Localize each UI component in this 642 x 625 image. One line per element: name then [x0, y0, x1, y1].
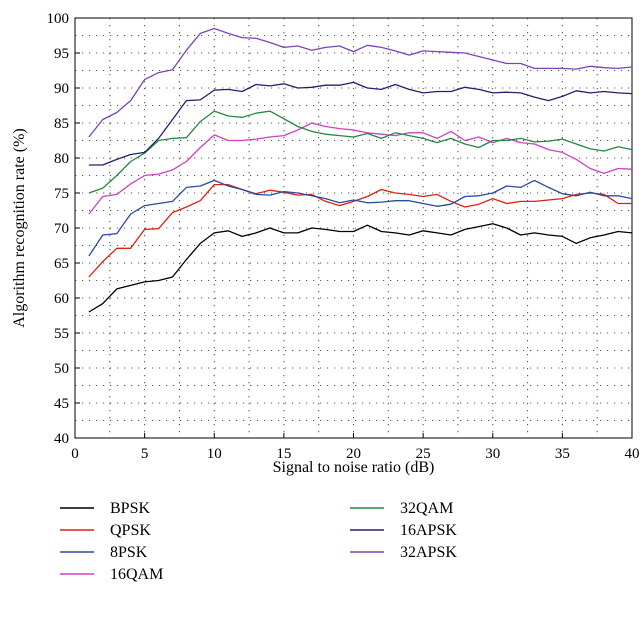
series-line-8psk	[88, 179, 633, 257]
series-line-16apsk	[88, 81, 633, 166]
y-axis-ticks: 40 45 50 55 60 65 70 75 80 85 90 95 100	[47, 11, 80, 447]
legend-label-8psk: 8PSK	[110, 544, 148, 561]
legend-label-bpsk: BPSK	[110, 500, 150, 517]
x-tick-label: 25	[416, 446, 431, 462]
y-tick-label: 70	[54, 221, 69, 237]
legend-label-16qam: 16QAM	[110, 566, 163, 583]
y-tick-label: 95	[54, 46, 69, 62]
y-tick-label: 50	[54, 361, 69, 377]
series-line-bpsk	[88, 223, 633, 313]
series-line-32qam	[88, 110, 633, 194]
x-tick-label: 10	[207, 446, 222, 462]
y-tick-label: 100	[47, 11, 70, 27]
y-tick-label: 55	[54, 326, 69, 342]
x-tick-label: 15	[276, 446, 291, 462]
series-lines	[88, 27, 633, 313]
legend-label-32apsk: 32APSK	[400, 544, 457, 561]
y-tick-label: 65	[54, 256, 69, 272]
x-tick-label: 40	[625, 446, 640, 462]
x-axis-ticks: 0 5 10 15 20 25 30 35 40	[71, 433, 640, 462]
x-tick-label: 30	[485, 446, 500, 462]
legend: BPSK QPSK 8PSK 16QAM 32QAM 16APSK 32APSK	[60, 500, 457, 583]
y-axis-label: Algorithm recognition rate (%)	[11, 128, 28, 328]
y-tick-label: 85	[54, 116, 69, 132]
gridlines	[75, 18, 632, 438]
y-tick-label: 45	[54, 396, 69, 412]
legend-label-16apsk: 16APSK	[400, 522, 457, 539]
series-line-16qam	[88, 122, 633, 215]
x-tick-label: 20	[346, 446, 361, 462]
x-tick-label: 0	[71, 446, 79, 462]
y-tick-label: 90	[54, 81, 69, 97]
series-line-32apsk	[88, 27, 633, 138]
legend-label-32qam: 32QAM	[400, 500, 453, 517]
y-tick-label: 40	[54, 431, 69, 447]
series-line-qpsk	[88, 183, 632, 278]
x-tick-label: 5	[141, 446, 149, 462]
x-axis-label: Signal to noise ratio (dB)	[273, 459, 435, 476]
x-tick-label: 35	[555, 446, 570, 462]
legend-label-qpsk: QPSK	[110, 522, 151, 539]
y-tick-label: 75	[54, 186, 69, 202]
y-tick-label: 60	[54, 291, 69, 307]
y-tick-label: 80	[54, 151, 69, 167]
